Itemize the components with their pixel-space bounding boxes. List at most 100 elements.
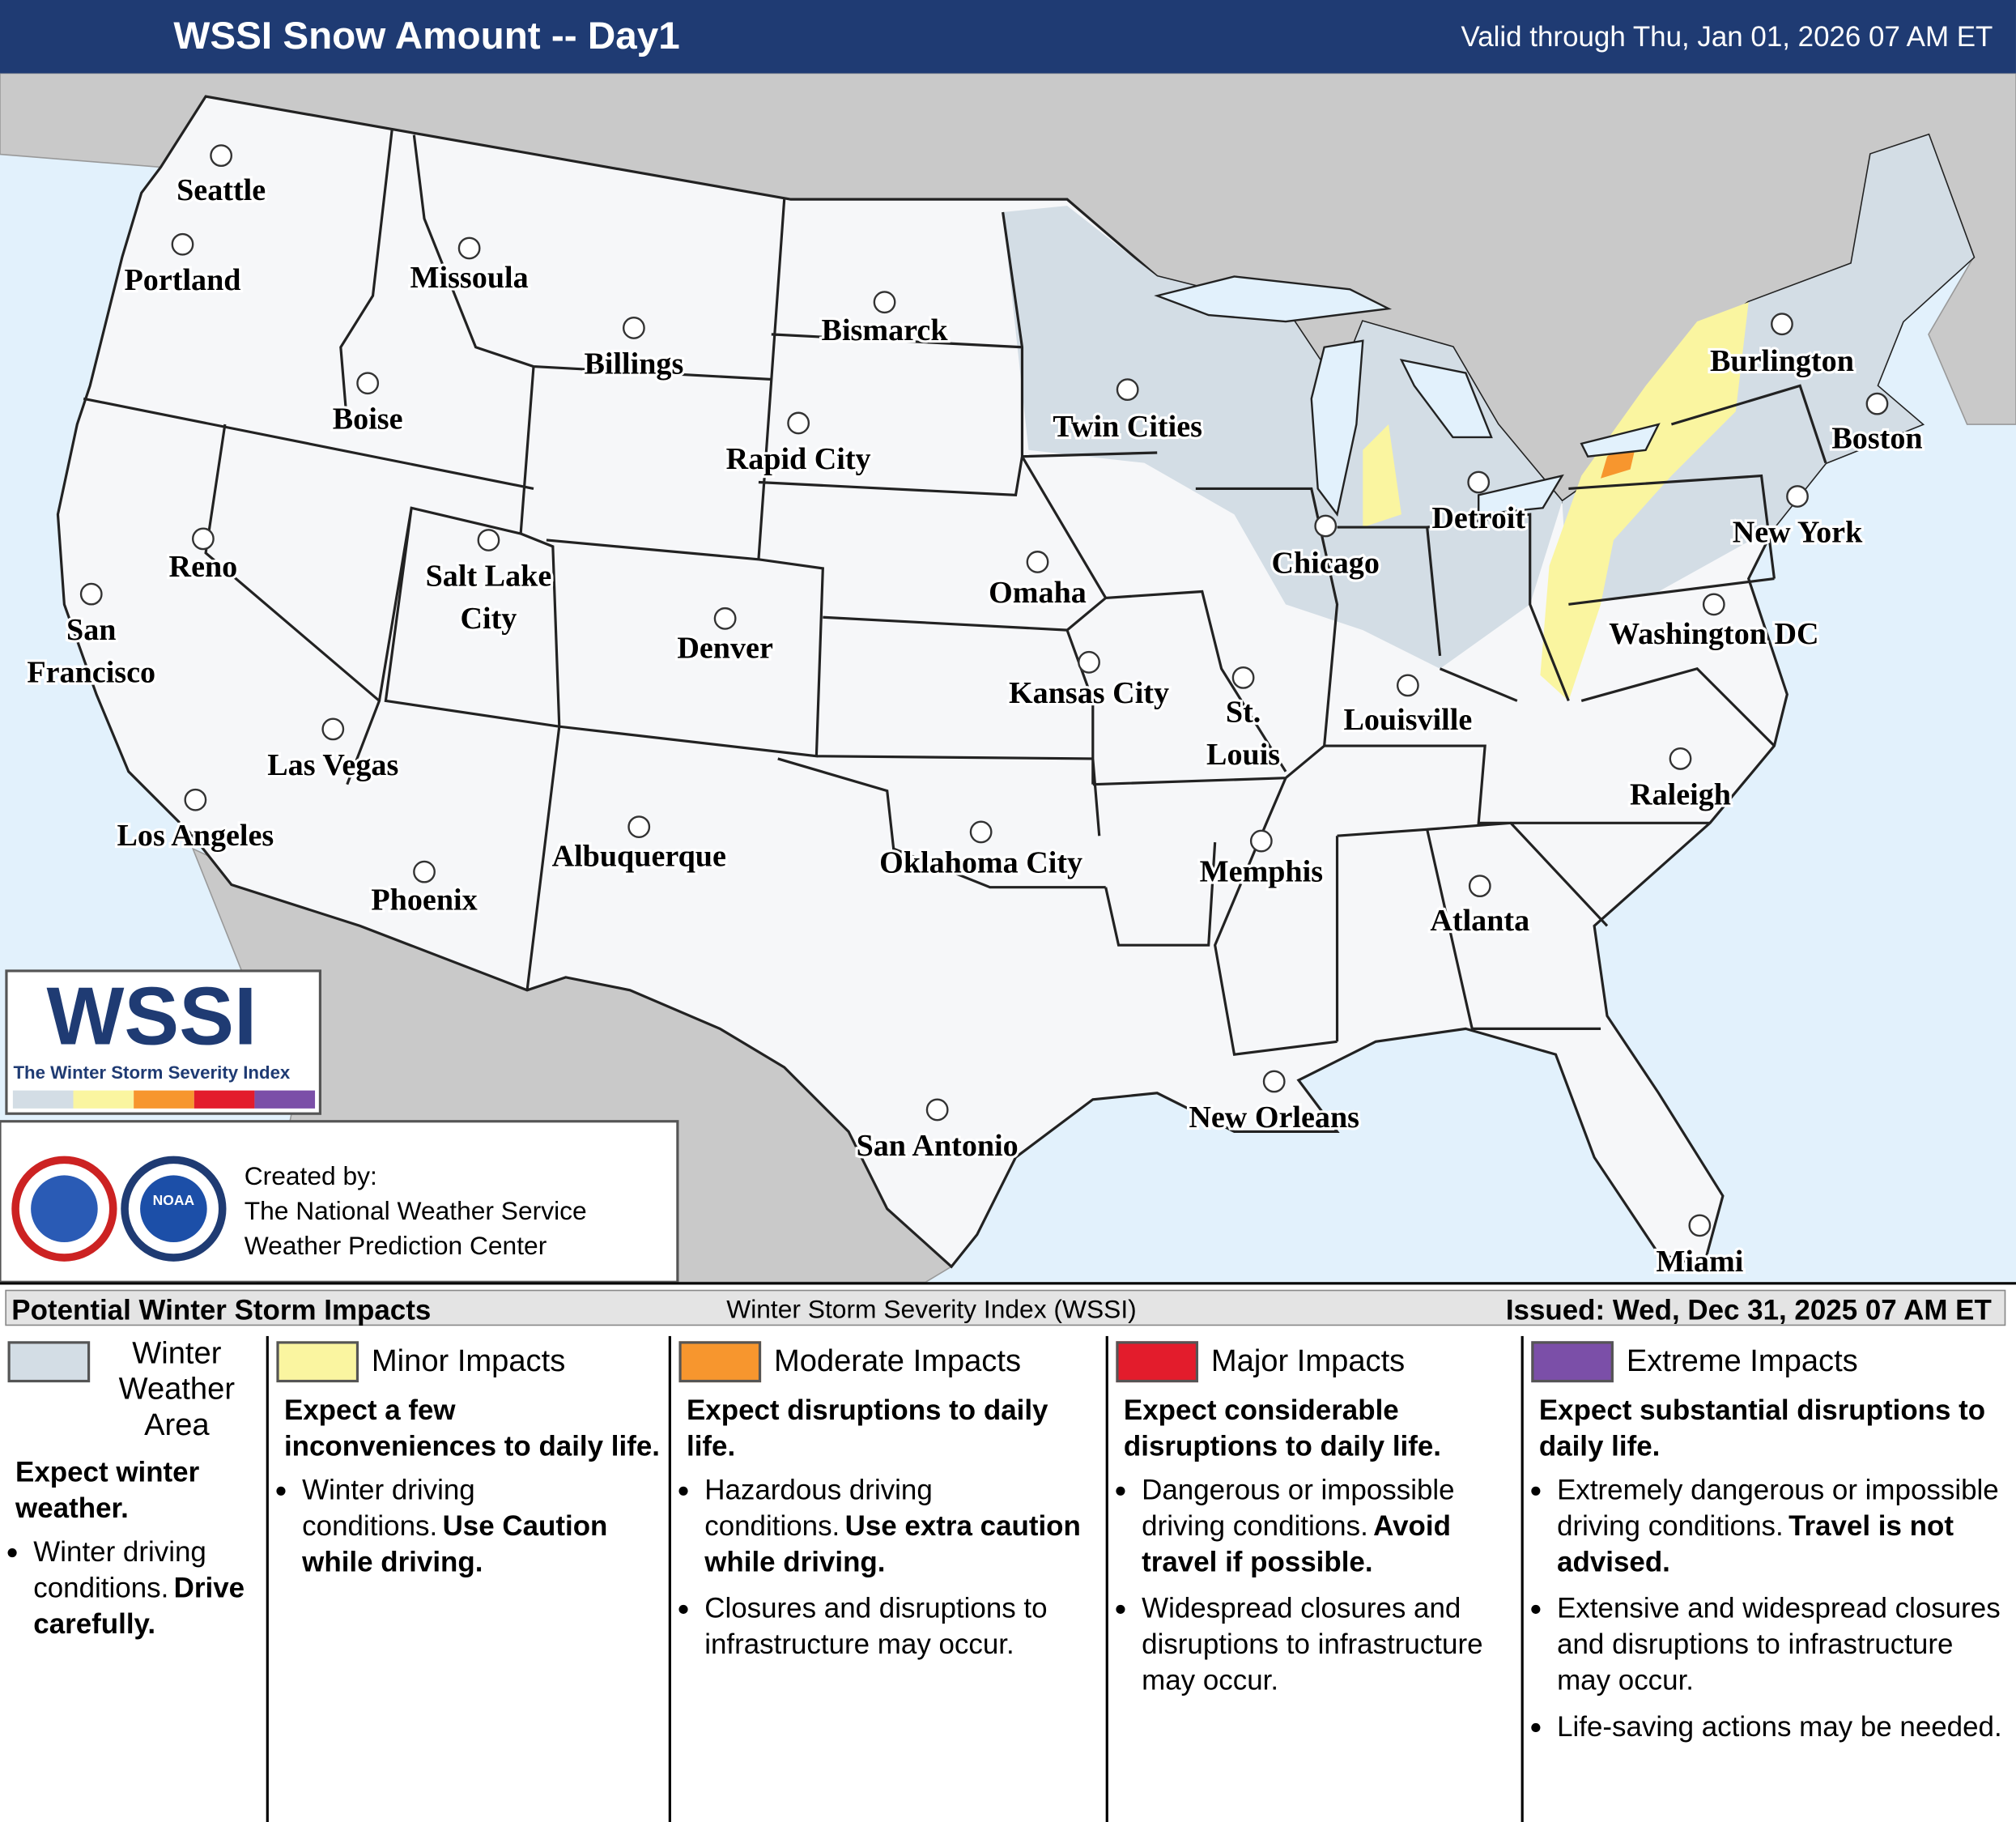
valid-time: Valid through Thu, Jan 01, 2026 07 AM ET (1461, 21, 1993, 53)
city-marker (1249, 829, 1273, 853)
bullet-text: Extensive and widespread closures and di… (1557, 1591, 2001, 1696)
bullet-text: Winter driving conditions. (302, 1473, 475, 1543)
city-marker (1688, 1214, 1712, 1237)
city-label: Francisco (27, 655, 155, 689)
city-marker (210, 144, 233, 168)
legend: Potential Winter Storm Impacts Winter St… (0, 1282, 2016, 1822)
category-head: Extreme Impacts (1531, 1336, 2008, 1383)
bullet-emphasis: Drive carefully. (33, 1571, 245, 1640)
category-name: Minor Impacts (371, 1343, 566, 1379)
city-label: Washington DC (1609, 617, 1818, 651)
bullet-list: Winter driving conditions.Drive carefull… (8, 1534, 259, 1641)
logo-strip (12, 1090, 316, 1109)
city: Louisville (1341, 674, 1474, 739)
bullet-text: Hazardous driving conditions. (704, 1473, 933, 1543)
city-label: City (461, 602, 517, 636)
bullet-text: Widespread closures and disruptions to i… (1142, 1591, 1483, 1696)
category-swatch (7, 1341, 91, 1383)
legend-header: Potential Winter Storm Impacts Winter St… (5, 1289, 2006, 1326)
category-summary: Expect winter weather. (15, 1455, 200, 1524)
city-label: Denver (677, 631, 773, 665)
city-marker (622, 317, 645, 339)
logo-text: WSSI (47, 969, 257, 1062)
city-label: Boston (1831, 421, 1922, 455)
city: Chicago (1269, 514, 1382, 583)
nws-seal-center (31, 1175, 98, 1243)
bullet-text: Dangerous or impossible driving conditio… (1142, 1473, 1455, 1543)
city-marker (413, 860, 436, 883)
bullet-list: Dangerous or impossible driving conditio… (1116, 1472, 1513, 1698)
city-marker (1669, 747, 1692, 770)
bullet: Dangerous or impossible driving conditio… (1142, 1472, 1513, 1580)
city-label: St. (1226, 696, 1261, 730)
noaa-text: NOAA (153, 1192, 195, 1208)
city-marker (1468, 875, 1491, 898)
strip-swatch (12, 1090, 74, 1109)
bullet: Extremely dangerous or impossible drivin… (1557, 1472, 2008, 1580)
city: Kansas City (1006, 650, 1172, 713)
bullet-emphasis: Use extra caution while driving. (704, 1509, 1081, 1578)
city-marker (873, 291, 896, 314)
city: Las Vegas (265, 717, 401, 785)
city: Boston (1829, 392, 1925, 458)
city-label: Louis (1206, 738, 1280, 772)
credit-line: The National Weather Service (245, 1196, 587, 1225)
category-summary: Expect substantial disruptions to daily … (1538, 1394, 1986, 1462)
city: St. Louis (1204, 666, 1282, 774)
city-marker (969, 820, 993, 844)
city: New Orleans (1186, 1070, 1362, 1137)
city-label: Phoenix (371, 883, 477, 917)
bullet: Winter driving conditions.Drive carefull… (33, 1534, 258, 1641)
city-marker (79, 582, 103, 606)
city-label: Miami (1656, 1245, 1743, 1279)
legend-title: Potential Winter Storm Impacts (11, 1293, 432, 1326)
category-name: Moderate Impacts (773, 1343, 1022, 1379)
category-swatch (1116, 1341, 1199, 1383)
city-marker (1865, 392, 1889, 415)
city: Portland (121, 232, 244, 300)
city-label: San (66, 613, 116, 647)
bullet: Hazardous driving conditions.Use extra c… (704, 1472, 1098, 1580)
city: Twin Cities (1050, 378, 1205, 446)
bullet-text: Winter driving conditions. (33, 1535, 206, 1604)
category-swatch (678, 1341, 762, 1383)
city-label: Louisville (1343, 703, 1472, 737)
bullet: Extensive and widespread closures and di… (1557, 1590, 2008, 1698)
city: Bismarck (819, 291, 951, 350)
city: Detroit (1429, 470, 1529, 538)
city-label: Omaha (989, 576, 1087, 610)
category-head: Minor Impacts (276, 1336, 661, 1383)
city: Albuquerque (549, 815, 729, 876)
city-marker (457, 236, 481, 260)
bullet-emphasis: Use Caution while driving. (302, 1509, 608, 1578)
city: Washington DC (1606, 593, 1822, 653)
header-bar (0, 0, 2016, 74)
bullet-emphasis: Avoid travel if possible. (1142, 1509, 1451, 1578)
category-name: Extreme Impacts (1626, 1343, 1858, 1379)
city-marker (1231, 666, 1255, 689)
category-swatch (1531, 1341, 1614, 1383)
city: Denver (674, 607, 776, 667)
noaa-seal-center (140, 1175, 207, 1243)
city-label: Reno (169, 550, 238, 584)
city-label: Atlanta (1430, 904, 1529, 938)
wssi-logo: WSSI The Winter Storm Severity Index (5, 969, 322, 1115)
city-label: Las Vegas (267, 748, 398, 782)
city-label: Seattle (177, 173, 266, 207)
city: Salt Lake City (423, 529, 554, 638)
city-marker (1771, 313, 1793, 336)
city-marker (1467, 470, 1491, 494)
city-label: Bismarck (822, 313, 949, 347)
city: Omaha (986, 551, 1089, 612)
city-marker (171, 232, 194, 256)
city-label: New Orleans (1189, 1100, 1359, 1134)
winter-area (1562, 134, 1974, 605)
city-marker (713, 607, 737, 630)
city-marker (1078, 650, 1100, 674)
winter-area (1002, 206, 1563, 669)
strip-swatch (194, 1090, 255, 1109)
city-marker (1262, 1070, 1286, 1093)
city-marker (1314, 514, 1338, 538)
strip-swatch (254, 1090, 316, 1109)
